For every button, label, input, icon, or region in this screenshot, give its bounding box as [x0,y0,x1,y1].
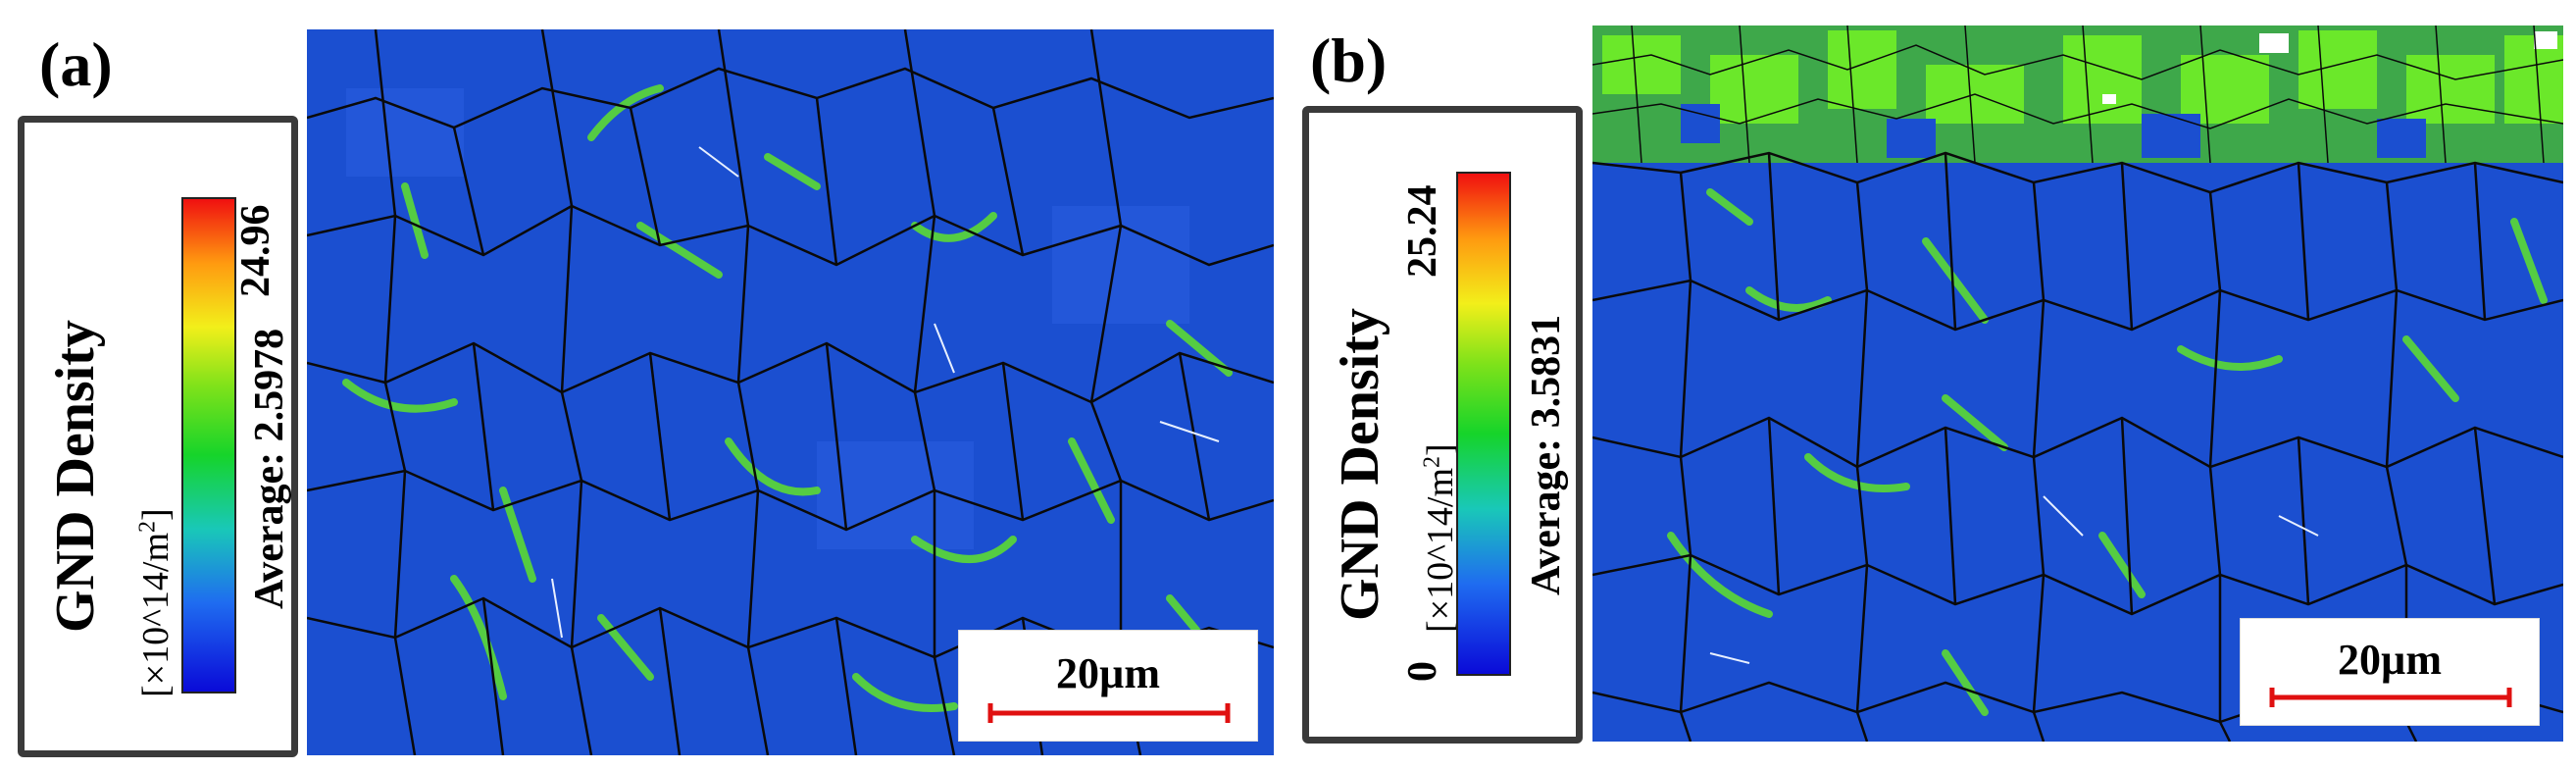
colorbar [181,197,236,693]
legend-unit: [×10^14/m2] [134,508,177,697]
scale-bar-label: 20µm [2337,636,2442,684]
legend-max-value: 25.24 [1400,184,1445,279]
panel-a-gnd-map: 20µm [307,29,1274,755]
panel-a-label: (a) [39,29,113,99]
legend-average: Average: 2.5978 [247,328,292,609]
panel-b-legend: GND Density [×10^14/m2] 25.24 0 Average:… [1302,106,1583,744]
scale-bar: 20µm [958,630,1258,742]
panel-b-label: (b) [1310,26,1388,95]
legend-min-value: 0 [1400,661,1445,682]
colorbar [1456,172,1511,676]
legend-title: GND Density [45,320,106,633]
legend-max-value: 24.96 [233,204,278,298]
panel-b-gnd-map: 20µm [1592,26,2563,742]
legend-title: GND Density [1330,308,1390,621]
scale-bar-label: 20µm [1055,649,1160,697]
legend-average: Average: 3.5831 [1524,314,1569,595]
scale-bar: 20µm [2240,618,2540,726]
panel-a-legend: GND Density [×10^14/m2] 24.96 Average: 2… [18,116,298,757]
